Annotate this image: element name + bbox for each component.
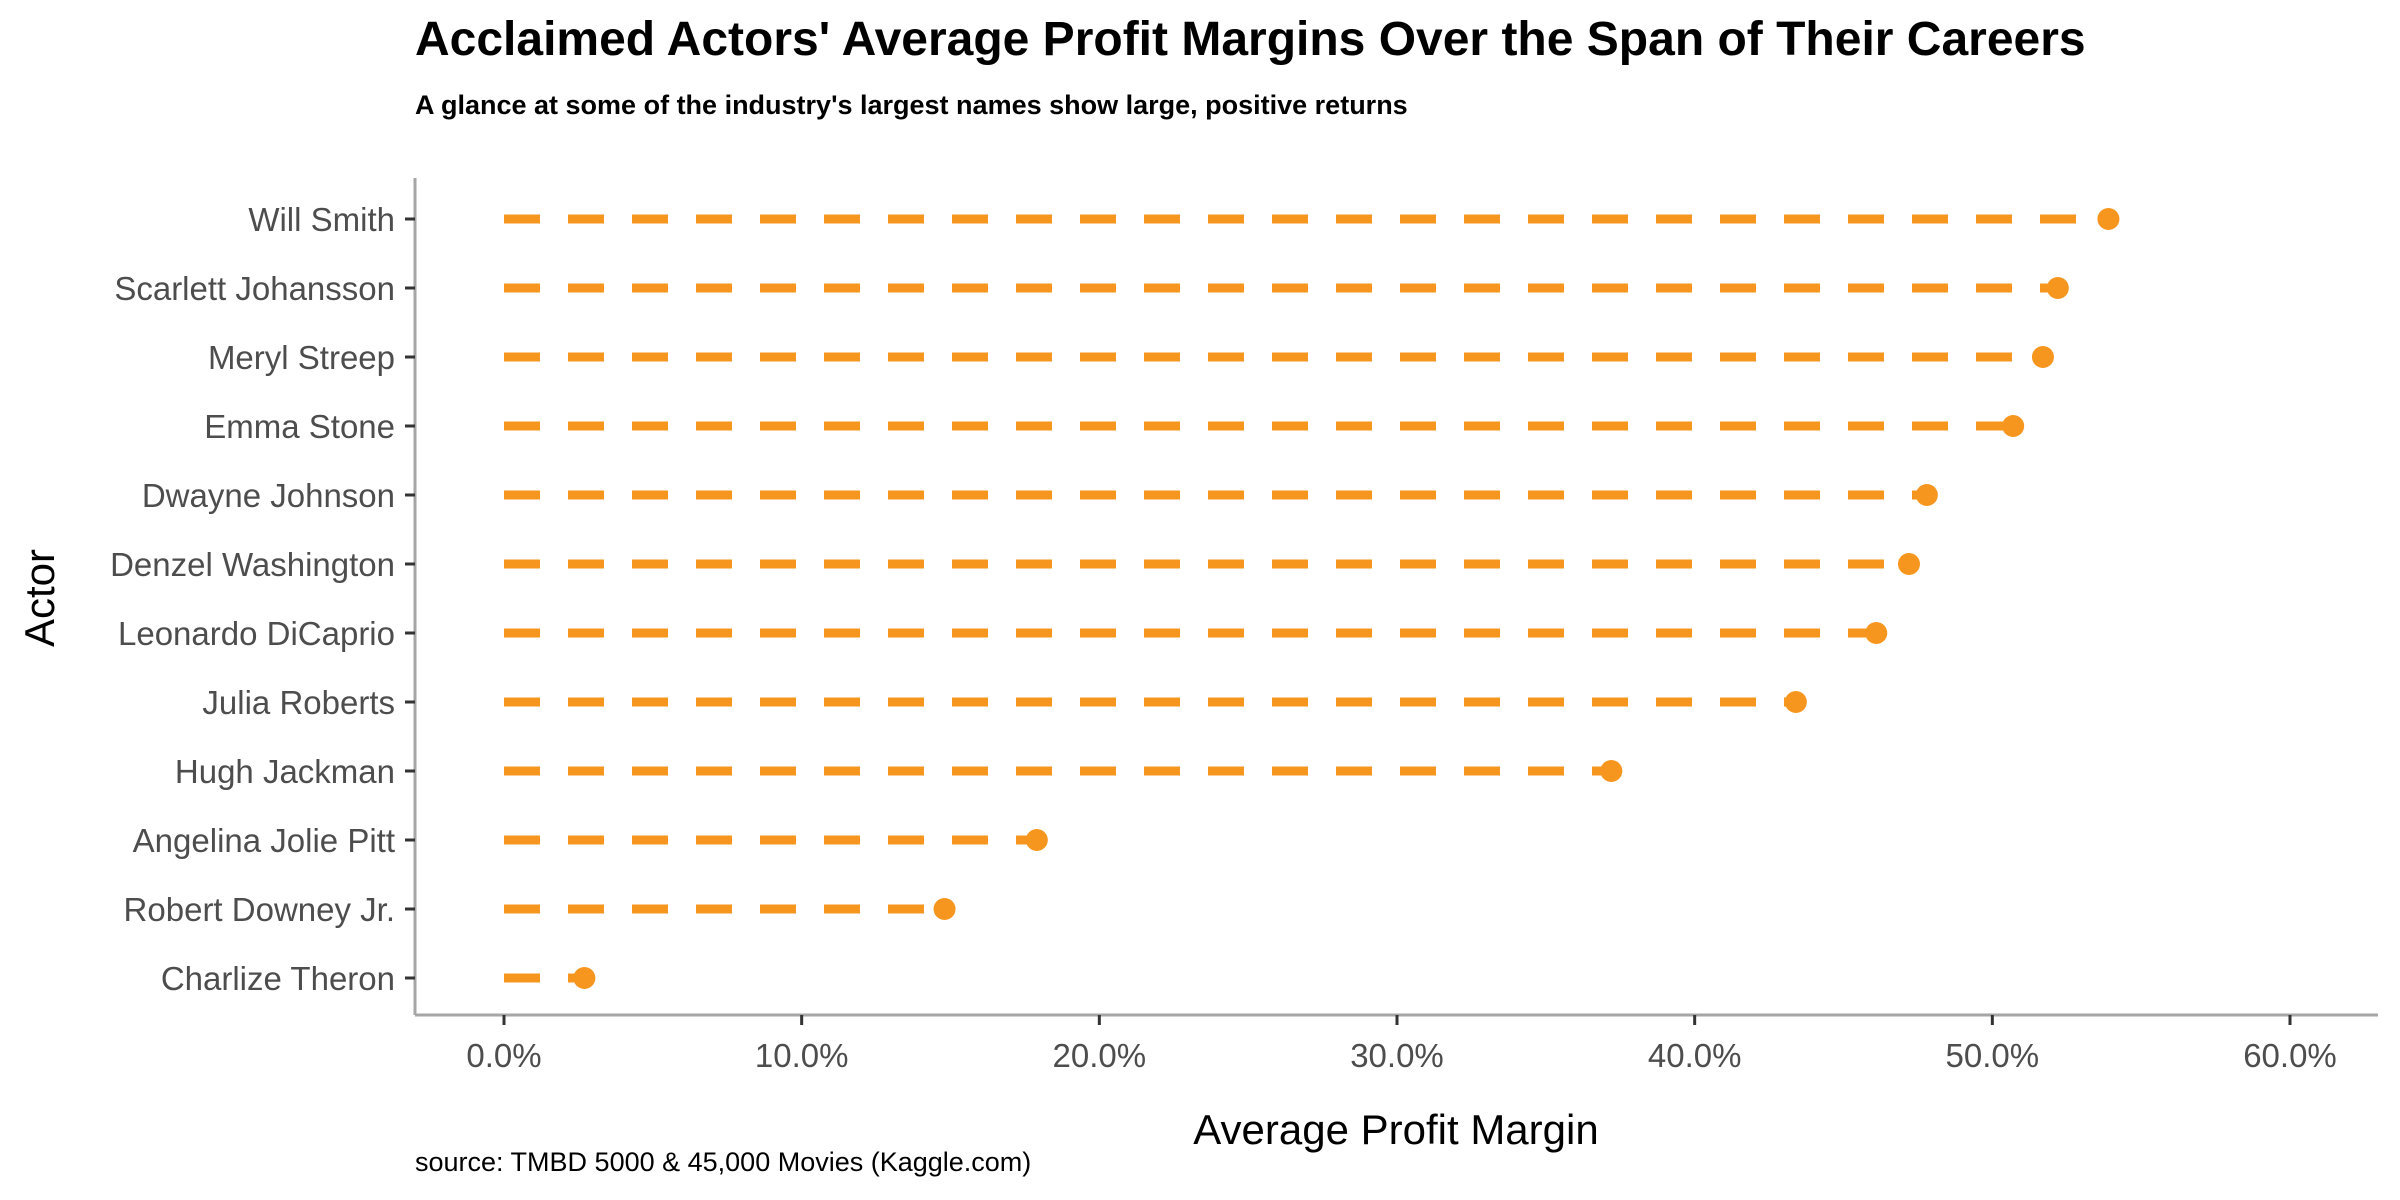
x-tick-label: 20.0%: [1053, 1037, 1147, 1074]
y-tick-label-emma-stone: Emma Stone: [204, 408, 395, 445]
point-scarlett-johansson: [2046, 277, 2069, 299]
y-tick-label-hugh-jackman: Hugh Jackman: [175, 753, 395, 790]
y-axis-title: Actor: [16, 549, 63, 647]
plot-area: [504, 208, 2120, 989]
y-tick-label-angelina-jolie-pitt: Angelina Jolie Pitt: [133, 822, 395, 859]
y-tick-label-will-smith: Will Smith: [248, 201, 395, 238]
point-will-smith: [2097, 208, 2120, 230]
point-dwayne-johnson: [1915, 484, 1938, 506]
point-angelina-jolie-pitt: [1025, 829, 1048, 851]
point-hugh-jackman: [1600, 760, 1623, 782]
point-julia-roberts: [1784, 691, 1807, 713]
point-charlize-theron: [573, 967, 596, 989]
x-tick-label: 50.0%: [1946, 1037, 2040, 1074]
stems: [504, 214, 2109, 983]
point-denzel-washington: [1897, 553, 1920, 575]
point-robert-downey-jr: [933, 898, 956, 920]
y-tick-label-leonardo-dicaprio: Leonardo DiCaprio: [118, 615, 395, 652]
chart-caption: source: TMBD 5000 & 45,000 Movies (Kaggl…: [415, 1147, 1031, 1177]
y-tick-label-scarlett-johansson: Scarlett Johansson: [114, 270, 395, 307]
y-tick-label-denzel-washington: Denzel Washington: [110, 546, 395, 583]
y-tick-label-julia-roberts: Julia Roberts: [202, 684, 395, 721]
y-tick-label-charlize-theron: Charlize Theron: [161, 960, 395, 997]
points: [573, 208, 2120, 989]
x-tick-label: 40.0%: [1648, 1037, 1742, 1074]
point-leonardo-dicaprio: [1865, 622, 1888, 644]
x-axis-title: Average Profit Margin: [1193, 1106, 1598, 1153]
x-tick-label: 30.0%: [1350, 1037, 1444, 1074]
x-tick-label: 0.0%: [466, 1037, 541, 1074]
y-tick-label-meryl-streep: Meryl Streep: [208, 339, 395, 376]
y-axis-ticks: Will Smith Scarlett Johansson Meryl Streep…: [110, 201, 415, 997]
y-tick-label-robert-downey-jr: Robert Downey Jr.: [124, 891, 395, 928]
x-tick-label: 60.0%: [2243, 1037, 2337, 1074]
point-emma-stone: [2002, 415, 2025, 437]
x-axis-ticks: 0.0% 10.0% 20.0% 30.0% 40.0% 50.0% 60.0%: [466, 1015, 2337, 1074]
chart-subtitle: A glance at some of the industry's large…: [415, 90, 1408, 120]
x-tick-label: 10.0%: [755, 1037, 849, 1074]
chart-title: Acclaimed Actors' Average Profit Margins…: [415, 13, 2086, 66]
y-tick-label-dwayne-johnson: Dwayne Johnson: [142, 477, 395, 514]
point-meryl-streep: [2031, 346, 2054, 368]
